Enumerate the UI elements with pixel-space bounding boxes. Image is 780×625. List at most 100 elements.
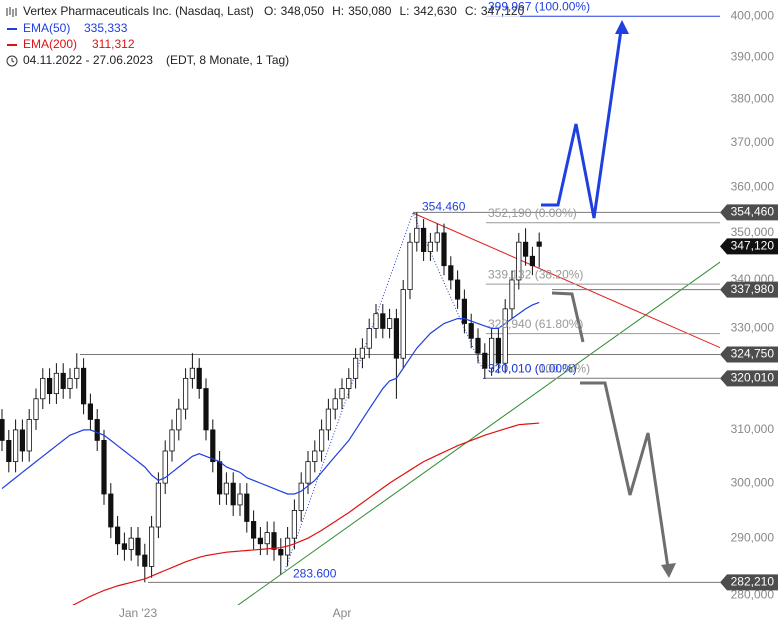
candle-body [312, 450, 318, 463]
candle-body [210, 429, 216, 463]
ohlc-value: 350,080 [348, 4, 392, 18]
candle-body [325, 408, 332, 431]
candle-body [352, 357, 359, 379]
candle-body [67, 377, 73, 389]
candle-body [237, 493, 243, 506]
chart-title: Vertex Pharmaceuticals Inc. (Nasdaq, Las… [23, 4, 254, 18]
plot-layer [80, 15, 720, 605]
candle-body [475, 337, 481, 354]
resistance-trendline [412, 212, 720, 349]
candle-body [305, 461, 311, 484]
candle-body [162, 450, 168, 484]
y-tick-label: 400,000 [731, 8, 775, 22]
candle-body [373, 313, 379, 329]
candle-body [94, 419, 100, 441]
candle-body [461, 298, 468, 324]
y-tick-label: 390,000 [731, 49, 775, 63]
chart-icon [6, 7, 17, 17]
x-tick-label: Jan '23 [119, 606, 158, 620]
ohlc-value: 342,630 [413, 4, 457, 18]
candle-body [414, 227, 420, 243]
fib-label: 339,132 (38.20%) [488, 267, 583, 281]
candle-body [244, 493, 250, 522]
date-range: 04.11.2022 - 27.06.2023 [23, 53, 153, 67]
candle-body [182, 377, 189, 410]
candle-body [148, 526, 155, 567]
fib-label: 352,190 (0.00%) [488, 206, 577, 220]
candle-body [0, 419, 5, 441]
candle-body [33, 398, 39, 420]
candle-body [346, 377, 352, 389]
candle-body [223, 482, 229, 495]
candle-body [203, 388, 209, 431]
candle-body [495, 337, 502, 364]
ohlc-name: L: [399, 4, 409, 18]
bull-arrowhead [615, 20, 629, 34]
y-tick-label: 330,000 [731, 321, 775, 335]
ema-line [1, 301, 540, 495]
bear-arrowhead [661, 563, 676, 578]
candle-body [271, 532, 277, 550]
candle-body [536, 241, 542, 247]
legend-label: EMA(50) [23, 21, 70, 35]
candle-body [250, 521, 257, 539]
candle-body [12, 429, 19, 463]
price-box-label: 354,460 [731, 205, 775, 219]
y-tick-label: 290,000 [731, 530, 775, 544]
candle-body [454, 279, 461, 300]
candle-body [482, 352, 488, 369]
candle-body [291, 510, 298, 539]
candle-body [339, 388, 345, 400]
candle-body [19, 429, 26, 452]
candle-body [386, 318, 393, 329]
candle-body [26, 419, 32, 452]
fib-label: 320,010 (0.00%) [488, 361, 577, 375]
candle-body [359, 347, 366, 359]
ohlc-name: H: [332, 4, 344, 18]
bear-projection-1 [551, 291, 585, 343]
candle-body [468, 323, 474, 339]
period: (EDT, 8 Monate, 1 Tag) [166, 53, 289, 67]
candle-body [529, 255, 536, 267]
price-box-label: 324,750 [731, 347, 775, 361]
y-tick-label: 280,000 [731, 587, 775, 601]
candle-body [128, 537, 134, 550]
candle-body [420, 227, 427, 252]
price-box-label: 282,210 [731, 575, 775, 589]
candle-body [176, 408, 182, 431]
candle-body [47, 377, 53, 395]
candle-body [108, 493, 114, 528]
candle-body [121, 543, 127, 550]
candle-body [81, 367, 87, 405]
candle-body [230, 482, 236, 506]
candle-body [278, 548, 284, 556]
y-tick-label: 370,000 [731, 135, 775, 149]
y-tick-label: 350,000 [731, 225, 775, 239]
projections [541, 20, 676, 578]
candle-body [393, 318, 400, 359]
header: Vertex Pharmaceuticals Inc. (Nasdaq, Las… [0, 2, 525, 68]
candle-body [115, 526, 121, 545]
candle-body [509, 279, 515, 310]
candle-body [441, 232, 447, 267]
candle-body [264, 532, 270, 545]
price-box-label: 347,120 [731, 238, 775, 252]
price-box [720, 370, 778, 387]
candle-body [142, 554, 148, 567]
candle-body [488, 337, 495, 369]
candle-body [60, 372, 66, 389]
price-box [720, 238, 778, 255]
legend-label: EMA(200) [23, 37, 77, 51]
candle-body [318, 429, 325, 452]
candle-body [366, 328, 372, 349]
y-tick-label: 360,000 [731, 179, 775, 193]
candle-body [169, 429, 175, 452]
candle-body [74, 367, 80, 379]
price-box-label: 320,010 [731, 370, 775, 384]
candle-body [502, 308, 508, 364]
candle-body [407, 241, 413, 290]
price-box [720, 574, 778, 591]
fib-label: 328,940 (61.80%) [488, 317, 583, 331]
ohlc-value: 347,120 [481, 4, 525, 18]
